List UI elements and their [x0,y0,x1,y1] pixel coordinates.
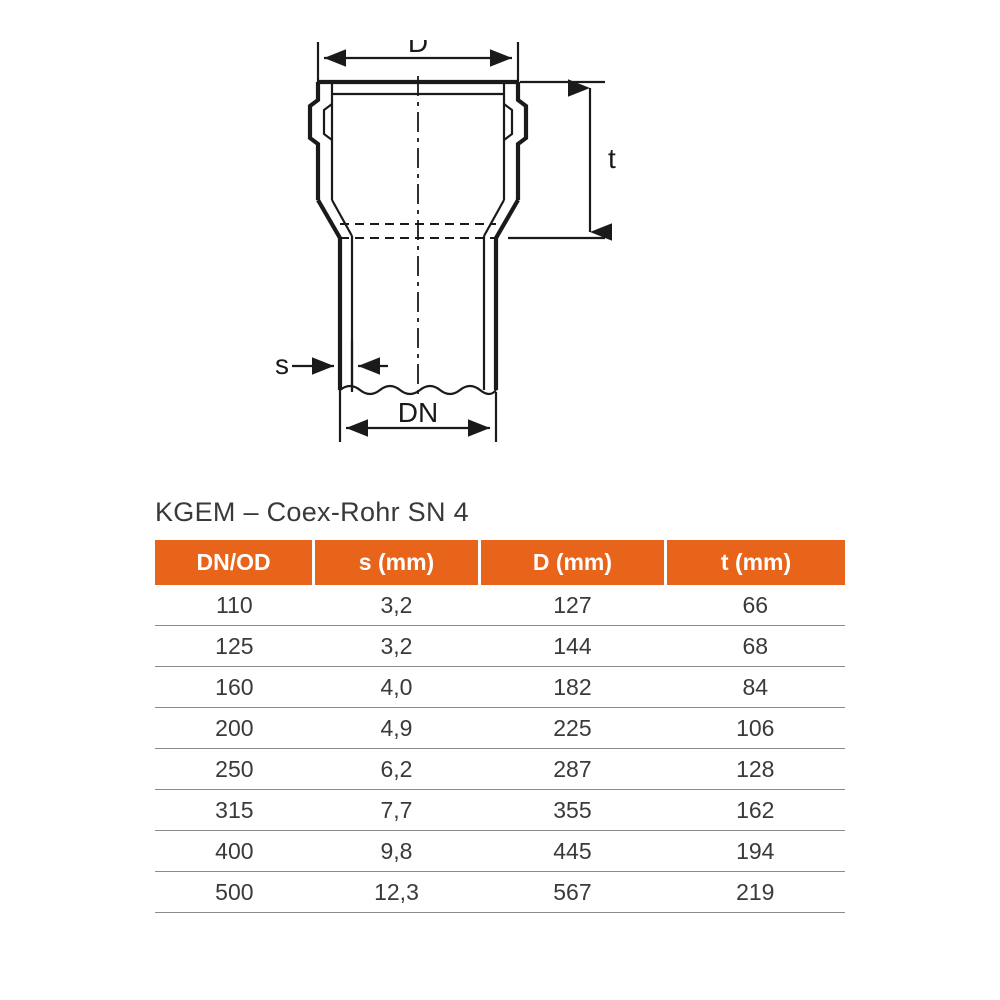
table-row: 1253,214468 [155,626,845,667]
table-header-row: DN/OD s (mm) D (mm) t (mm) [155,540,845,585]
col-header-dnod: DN/OD [155,540,314,585]
table-row: 1604,018284 [155,667,845,708]
table-cell: 182 [479,667,665,708]
col-header-D: D (mm) [479,540,665,585]
label-s: s [275,349,289,380]
table-cell: 160 [155,667,314,708]
table-cell: 9,8 [314,831,480,872]
table-cell: 84 [666,667,845,708]
table-cell: 162 [666,790,845,831]
table-cell: 6,2 [314,749,480,790]
table-cell: 110 [155,585,314,626]
table-cell: 567 [479,872,665,913]
dimensions-table: DN/OD s (mm) D (mm) t (mm) 1103,21276612… [155,540,845,913]
table-cell: 128 [666,749,845,790]
label-t: t [608,143,616,174]
table-cell: 7,7 [314,790,480,831]
table-cell: 68 [666,626,845,667]
table-row: 2004,9225106 [155,708,845,749]
table-cell: 4,9 [314,708,480,749]
table-title: KGEM – Coex-Rohr SN 4 [155,497,469,528]
label-DN: DN [398,397,438,428]
table-cell: 127 [479,585,665,626]
table-cell: 315 [155,790,314,831]
col-header-s: s (mm) [314,540,480,585]
table-cell: 125 [155,626,314,667]
table-cell: 250 [155,749,314,790]
table-cell: 3,2 [314,585,480,626]
table-cell: 106 [666,708,845,749]
table-cell: 144 [479,626,665,667]
table-cell: 194 [666,831,845,872]
table-row: 4009,8445194 [155,831,845,872]
table-row: 3157,7355162 [155,790,845,831]
table-cell: 4,0 [314,667,480,708]
table-cell: 3,2 [314,626,480,667]
table-row: 2506,2287128 [155,749,845,790]
table-cell: 355 [479,790,665,831]
table-cell: 500 [155,872,314,913]
table-cell: 12,3 [314,872,480,913]
table-cell: 445 [479,831,665,872]
label-D: D [408,40,428,58]
pipe-dimension-diagram: D t [220,40,650,450]
table-cell: 225 [479,708,665,749]
table-row: 1103,212766 [155,585,845,626]
table-cell: 66 [666,585,845,626]
table-cell: 200 [155,708,314,749]
table-row: 50012,3567219 [155,872,845,913]
table-cell: 287 [479,749,665,790]
table-cell: 400 [155,831,314,872]
table-cell: 219 [666,872,845,913]
col-header-t: t (mm) [666,540,845,585]
